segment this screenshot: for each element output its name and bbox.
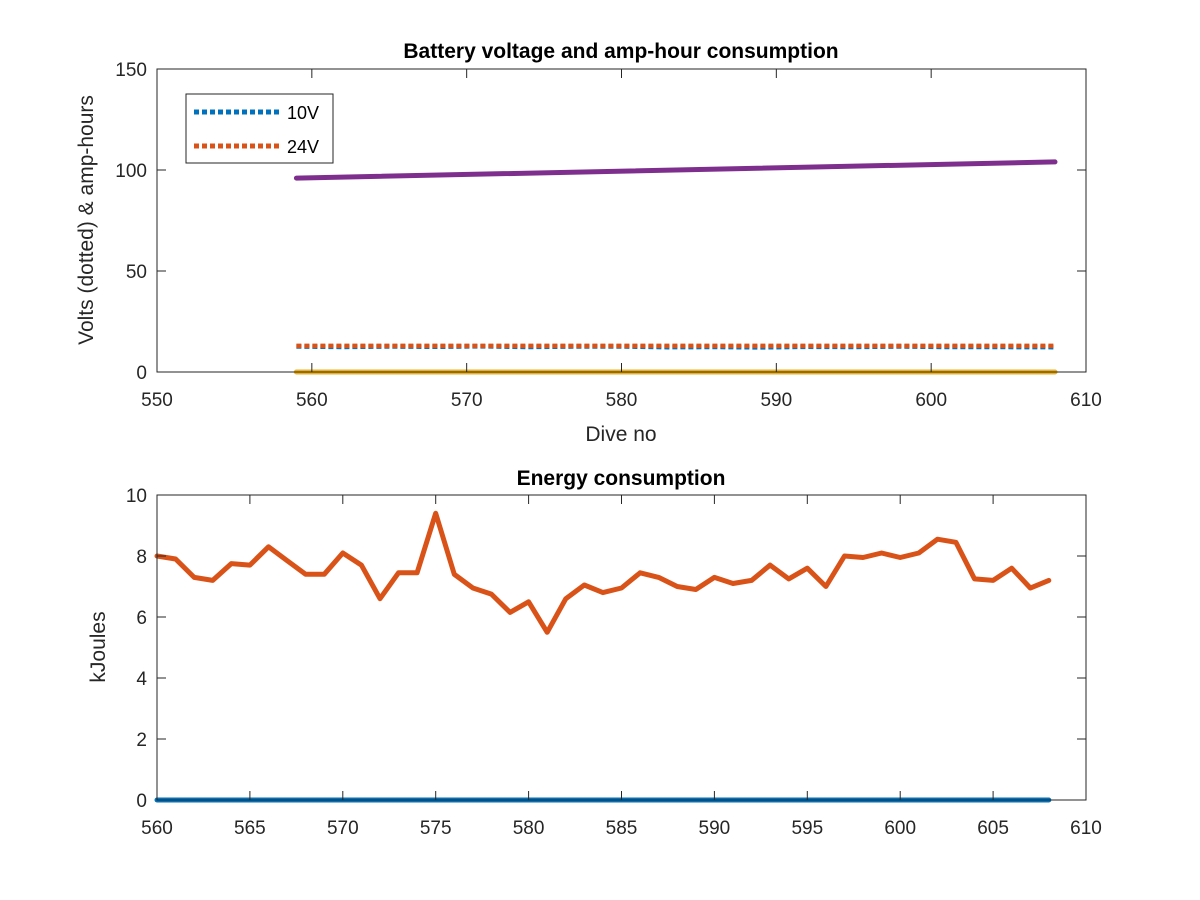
x-tick-label: 610 bbox=[1070, 818, 1102, 839]
x-tick-label: 560 bbox=[141, 818, 173, 839]
y-tick-label: 2 bbox=[136, 730, 147, 751]
y-tick-label: 6 bbox=[136, 608, 147, 629]
y-axis-label: Volts (dotted) & amp-hours bbox=[75, 95, 98, 345]
x-tick-label: 585 bbox=[606, 818, 638, 839]
y-tick-label: 8 bbox=[136, 547, 147, 568]
x-tick-label: 595 bbox=[791, 818, 823, 839]
y-tick-label: 0 bbox=[136, 363, 147, 384]
chart-title: Battery voltage and amp-hour consumption bbox=[403, 40, 838, 63]
y-tick-label: 4 bbox=[136, 669, 147, 690]
plot-energy-consumption: Energy consumption 560 565 570 575 580 585 590… bbox=[87, 467, 1102, 839]
x-tick-label: 610 bbox=[1070, 390, 1102, 411]
x-axis-ticks: 550 560 570 580 590 600 610 bbox=[141, 69, 1102, 411]
y-tick-label: 0 bbox=[136, 791, 147, 812]
legend: 10V 24V bbox=[185, 93, 334, 164]
x-tick-label: 600 bbox=[915, 390, 947, 411]
y-tick-label: 50 bbox=[126, 262, 147, 283]
y-axis-ticks: 0 50 100 150 bbox=[115, 60, 1086, 384]
legend-box bbox=[185, 93, 334, 164]
x-tick-label: 590 bbox=[699, 818, 731, 839]
series-line-4 bbox=[293, 159, 1058, 181]
x-tick-label: 600 bbox=[884, 818, 916, 839]
x-tick-label: 565 bbox=[234, 818, 266, 839]
x-tick-label: 590 bbox=[760, 390, 792, 411]
y-axis-label: kJoules bbox=[87, 611, 110, 682]
x-tick-label: 575 bbox=[420, 818, 452, 839]
legend-label-10v: 10V bbox=[287, 103, 319, 123]
x-axis-ticks: 560 565 570 575 580 585 590 595 600 605 610 bbox=[141, 495, 1102, 839]
x-tick-label: 560 bbox=[296, 390, 328, 411]
y-tick-label: 150 bbox=[115, 60, 147, 81]
plot-battery-voltage: Battery voltage and amp-hour consumption… bbox=[75, 40, 1102, 446]
x-tick-label: 570 bbox=[327, 818, 359, 839]
series-line-2 bbox=[154, 510, 1052, 635]
y-tick-label: 10 bbox=[126, 486, 147, 507]
x-tick-label: 580 bbox=[606, 390, 638, 411]
x-axis-label: Dive no bbox=[585, 423, 656, 446]
x-tick-label: 570 bbox=[451, 390, 483, 411]
x-tick-label: 550 bbox=[141, 390, 173, 411]
legend-label-24v: 24V bbox=[287, 137, 319, 157]
x-tick-label: 580 bbox=[513, 818, 545, 839]
chart-title: Energy consumption bbox=[517, 467, 726, 490]
y-axis-ticks: 0 2 4 6 8 10 bbox=[126, 486, 1086, 812]
y-tick-label: 100 bbox=[115, 161, 147, 182]
x-tick-label: 605 bbox=[977, 818, 1009, 839]
